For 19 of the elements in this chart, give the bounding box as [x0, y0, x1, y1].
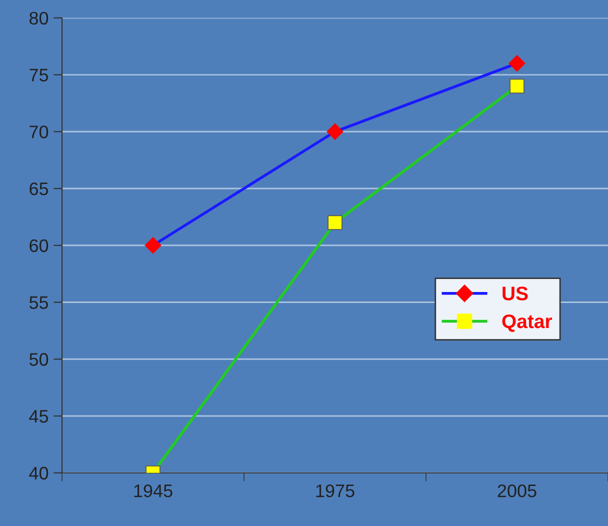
- point: [328, 215, 342, 230]
- y-tick-label: 55: [29, 296, 48, 309]
- y-tick-label: 65: [30, 182, 48, 196]
- y-tick-label: 50: [29, 353, 48, 366]
- y-tick-label: 80: [30, 12, 48, 25]
- y-tick-label: 45: [29, 410, 48, 423]
- x-tick-label: 1945: [134, 484, 172, 498]
- legend-label: US: [502, 286, 528, 300]
- y-tick-label: 40: [29, 466, 48, 480]
- y-tick-label: 60: [30, 239, 48, 252]
- y-tick-label: 75: [30, 68, 48, 82]
- x-tick-label: 1975: [316, 484, 354, 498]
- point: [326, 123, 344, 140]
- point: [510, 78, 524, 94]
- legend-label: Qatar: [502, 314, 552, 332]
- point: [508, 55, 526, 72]
- y-tick-label: 70: [30, 126, 48, 138]
- point: [144, 237, 162, 254]
- x-tick-label: 2005: [498, 484, 536, 498]
